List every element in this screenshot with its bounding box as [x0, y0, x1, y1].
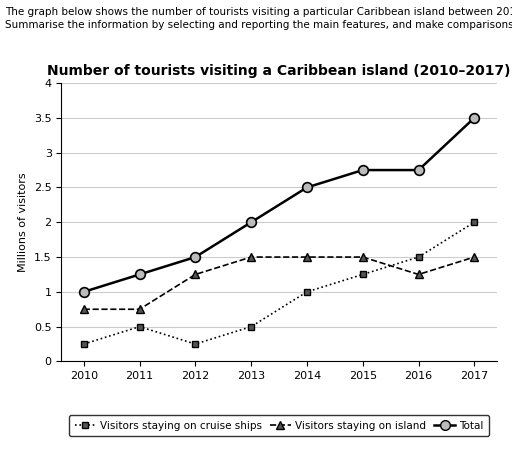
- Y-axis label: Millions of visitors: Millions of visitors: [18, 172, 28, 272]
- Legend: Visitors staying on cruise ships, Visitors staying on island, Total: Visitors staying on cruise ships, Visito…: [69, 415, 489, 436]
- Text: Summarise the information by selecting and reporting the main features, and make: Summarise the information by selecting a…: [5, 20, 512, 30]
- Title: Number of tourists visiting a Caribbean island (2010–2017): Number of tourists visiting a Caribbean …: [47, 64, 511, 78]
- Text: The graph below shows the number of tourists visiting a particular Caribbean isl: The graph below shows the number of tour…: [5, 7, 512, 17]
